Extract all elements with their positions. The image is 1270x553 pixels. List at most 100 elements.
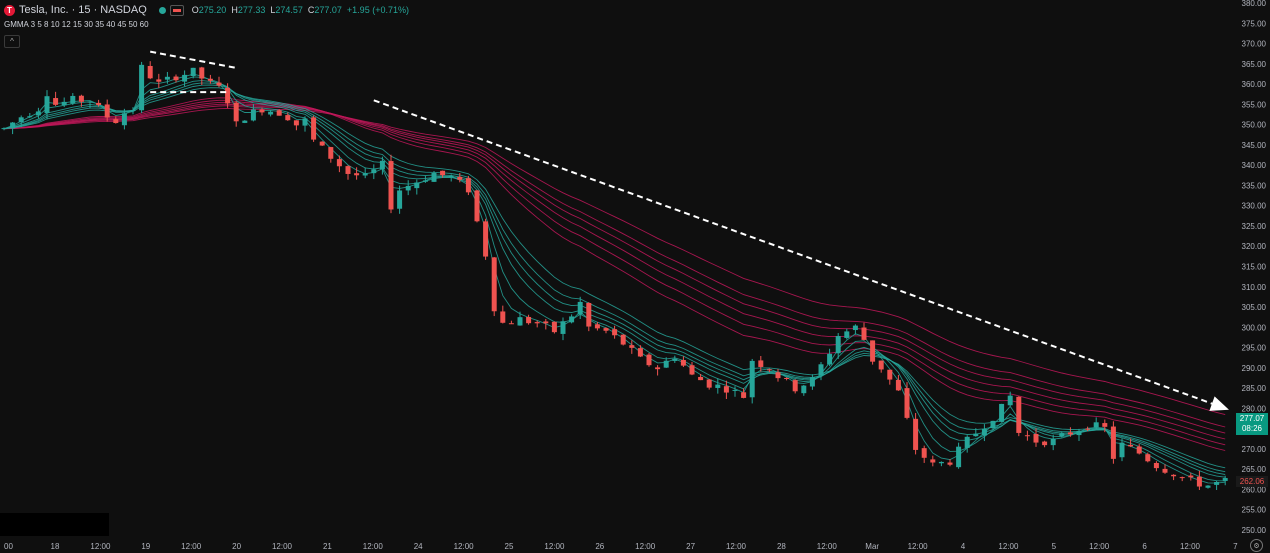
ohlc-high: H277.33 [231,5,266,15]
candle-body [913,418,919,450]
candle-body [285,115,291,121]
candle-body [1085,428,1091,430]
price-tick-label: 250.00 [1242,526,1267,535]
candle-body [1128,444,1134,447]
candle-body [61,101,67,106]
price-tick-label: 370.00 [1242,40,1267,49]
candle-body [104,104,110,118]
candle-body [302,118,308,126]
price-tick-label: 300.00 [1242,323,1267,332]
candle-body [491,257,497,312]
candle-body [1205,485,1211,488]
candle-body [1136,446,1142,454]
time-tick-label: 12:00 [908,542,929,551]
time-tick-label: 25 [505,542,514,551]
candle-body [147,65,153,79]
candle-body [182,74,188,82]
candle-body [964,436,970,448]
candle-body [723,386,729,393]
ohlc-close: C277.07 [307,5,342,15]
price-tick-label: 310.00 [1242,283,1267,292]
candle-body [629,345,635,348]
candle-body [474,190,480,222]
time-tick-label: 6 [1142,542,1147,551]
price-tick-label: 265.00 [1242,465,1267,474]
bar-countdown: 08:26 [1241,424,1263,433]
candle-body [827,353,833,365]
symbol-title[interactable]: Tesla, Inc. · 15 · NASDAQ [19,4,147,16]
candle-body [27,116,33,118]
candle-body [947,462,953,465]
candle-body [250,109,256,121]
price-axis-bg [1234,0,1270,553]
price-tick-label: 280.00 [1242,404,1267,413]
time-tick-label: 12:00 [726,542,747,551]
candle-body [388,161,394,210]
candle-body [465,178,471,193]
price-tick-label: 320.00 [1242,242,1267,251]
candle-body [78,95,84,102]
time-tick-label: 00 [4,542,13,551]
candle-body [311,117,317,140]
candle-body [1024,435,1030,437]
time-tick-label: 12:00 [181,542,202,551]
candle-body [655,367,661,370]
candle-body [741,392,747,398]
candle-body [1222,478,1228,481]
candle-body [268,111,274,115]
candle-body [483,221,489,257]
gmma-ema-3-line [3,73,1226,484]
candle-body [852,325,858,331]
time-tick-label: 12:00 [1089,542,1110,551]
candle-body [904,388,910,418]
price-tick-label: 290.00 [1242,364,1267,373]
price-tick-label: 340.00 [1242,161,1267,170]
indicator-legend[interactable]: GMMA 3 5 8 10 12 15 30 35 40 45 50 60 [4,20,149,29]
settings-gear-icon[interactable]: ⚙ [1250,539,1263,552]
price-tick-label: 315.00 [1242,263,1267,272]
candle-body [164,76,170,80]
time-tick-label: Mar [865,542,879,551]
price-axis[interactable]: 250.00255.00260.00265.00270.00275.00280.… [1234,0,1270,553]
candle-body [328,147,334,159]
price-tick-label: 270.00 [1242,445,1267,454]
candle-body [1059,433,1065,437]
candle-body [1145,454,1151,462]
candle-body [242,120,248,123]
candle-body [698,376,704,381]
candle-body [405,185,411,191]
gmma-ema-10-line [3,82,1226,475]
candle-body [1102,423,1108,427]
candle-body [1179,477,1185,479]
candle-body [173,76,179,81]
candle-body [448,175,454,177]
candle-body [259,109,265,113]
candle-body [276,110,282,116]
candle-body [551,321,557,333]
dashed-trendline [150,50,237,69]
time-tick-label: 18 [51,542,60,551]
candle-body [1196,476,1202,487]
candle-body [362,173,368,176]
candle-body [431,173,437,182]
candle-body [887,369,893,380]
candle-body [199,67,205,79]
candle-body [293,120,299,126]
candle-body [225,87,231,104]
candle-body [1119,442,1125,458]
flag-icon[interactable] [169,4,184,16]
candle-body [70,95,76,104]
gmma-long-ribbon [3,97,1226,451]
time-axis[interactable]: 00 18 12:00 19 12:00 20 12:00 21 12:00 24 12:00 25 1… [0,538,1238,553]
price-tick-label: 325.00 [1242,222,1267,231]
collapse-legend-button[interactable]: ^ [4,35,20,48]
candle-body [603,328,609,331]
candle-body [870,340,876,362]
market-status-icon[interactable] [158,6,166,14]
candle-body [732,389,738,391]
candle-body [1,128,7,130]
candle-body [620,334,626,345]
arrowhead-icon [1209,396,1229,411]
candle-body [1171,474,1177,477]
